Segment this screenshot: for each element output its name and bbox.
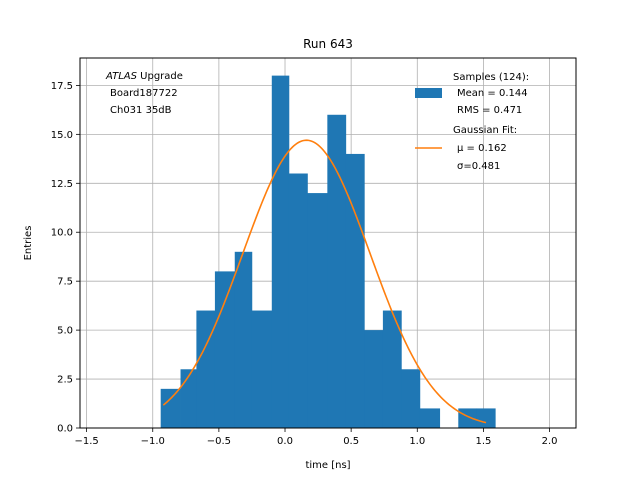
atlas-label: ATLAS	[105, 71, 138, 82]
x-axis-label: time [ns]	[305, 460, 350, 471]
histogram-bar	[327, 114, 347, 428]
histogram-bar	[160, 388, 181, 428]
histogram-bar	[196, 310, 216, 428]
histogram-bar	[364, 330, 384, 428]
upgrade-label: Upgrade	[140, 71, 183, 82]
legend-fit-sigma: σ=0.481	[457, 161, 500, 172]
y-tick-label: 17.5	[51, 81, 73, 92]
legend-samples-rms: RMS = 0.471	[457, 105, 522, 116]
x-tick-label: 0.5	[343, 436, 359, 447]
x-tick-label: −0.5	[207, 436, 231, 447]
legend-fit-mu: μ = 0.162	[457, 143, 507, 154]
y-tick-label: 7.5	[57, 277, 73, 288]
histogram-bar	[476, 408, 496, 428]
legend-samples-mean: Mean = 0.144	[457, 88, 528, 99]
chart-title: Run 643	[303, 37, 353, 51]
x-axis-ticks: −1.5 −1.0 −0.5 0.0 0.5 1.0 1.5 2.0	[74, 428, 557, 447]
y-axis-label: Entries	[23, 226, 34, 261]
histogram-bar	[419, 408, 441, 428]
histogram-bar	[401, 369, 421, 428]
annotation-line-1: ATLAS Upgrade	[105, 71, 183, 82]
y-axis-ticks: 0.0 2.5 5.0 7.5 10.0 12.5 15.0 17.5	[51, 81, 80, 435]
histogram-bar	[214, 271, 236, 428]
gaussian-fit-curve	[162, 139, 487, 424]
histogram-bar	[382, 310, 402, 428]
histogram-bar	[271, 75, 290, 428]
histogram-bar	[234, 251, 253, 428]
legend-samples-title: Samples (124):	[453, 72, 529, 83]
histogram-bar	[458, 408, 478, 428]
x-tick-label: −1.0	[141, 436, 165, 447]
y-tick-label: 2.5	[57, 375, 73, 386]
histogram-bar	[288, 173, 308, 428]
histogram-bar	[180, 369, 197, 428]
y-tick-label: 5.0	[57, 326, 73, 337]
fit-line	[162, 139, 487, 424]
plot-frame	[79, 57, 577, 429]
channel-label: Ch031 35dB	[110, 105, 172, 116]
legend: Samples (124): Mean = 0.144 RMS = 0.471 …	[415, 72, 529, 172]
x-tick-label: −1.5	[74, 436, 98, 447]
histogram-bar	[307, 193, 328, 428]
histogram-bar	[251, 310, 273, 428]
y-tick-label: 12.5	[51, 179, 73, 190]
board-label: Board187722	[110, 88, 178, 99]
y-tick-label: 15.0	[51, 130, 73, 141]
legend-fit-title: Gaussian Fit:	[453, 125, 517, 136]
x-tick-label: 2.0	[542, 436, 558, 447]
atlas-annotation: ATLAS Upgrade Board187722 Ch031 35dB	[105, 71, 183, 116]
x-tick-label: 0.0	[277, 436, 293, 447]
x-tick-label: 1.5	[475, 436, 491, 447]
y-tick-label: 0.0	[57, 424, 73, 435]
x-tick-label: 1.0	[409, 436, 425, 447]
legend-samples-swatch	[415, 88, 442, 98]
histogram-bars	[160, 75, 496, 429]
y-tick-label: 10.0	[51, 228, 73, 239]
histogram-bar	[345, 153, 365, 429]
